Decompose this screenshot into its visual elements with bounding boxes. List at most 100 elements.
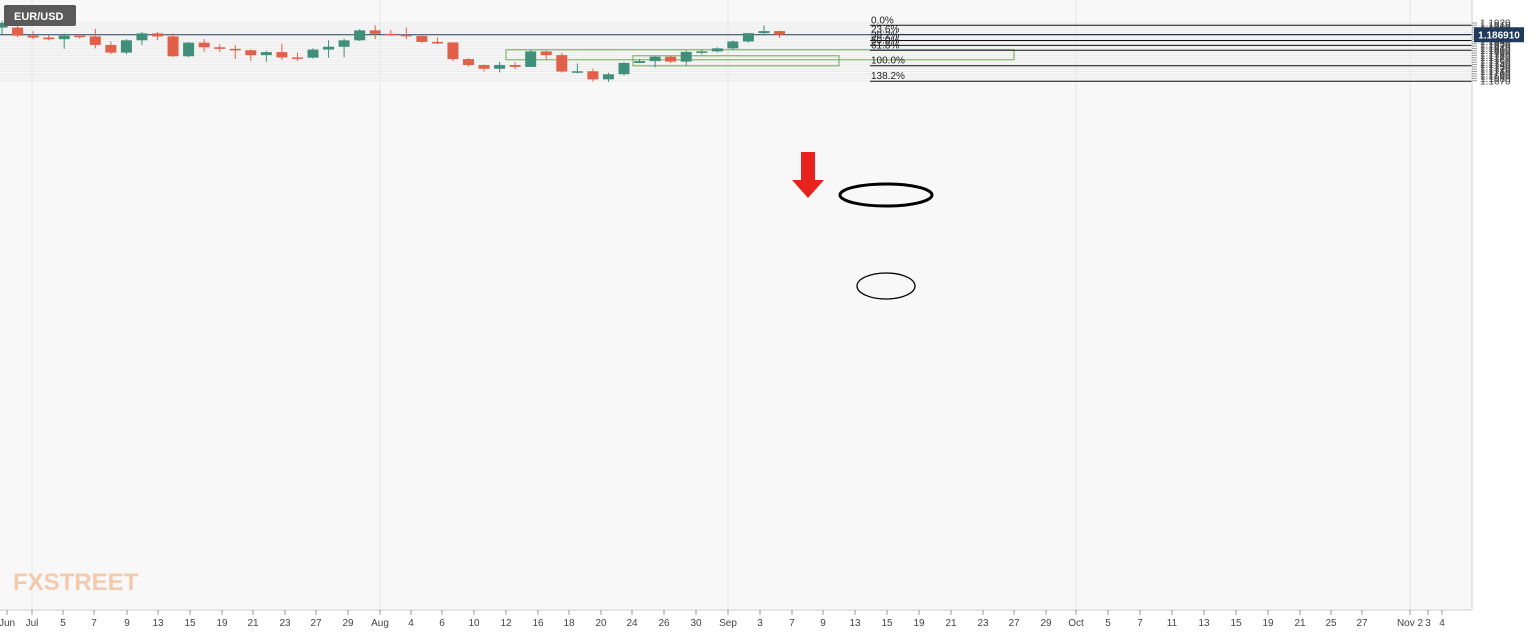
down-arrow-icon	[792, 152, 824, 198]
x-tick-label-18: 18	[563, 618, 575, 629]
candle-27	[416, 35, 428, 43]
y-tick-label-13: 1.1790	[1480, 49, 1511, 60]
candle-45	[696, 49, 708, 55]
candle-body-30	[463, 59, 474, 66]
x-tick-label-40: 19	[1262, 618, 1274, 629]
candle-body-10	[152, 33, 163, 37]
price-tag-label: 1.186910	[1478, 30, 1520, 41]
x-tick-label-9: 23	[279, 618, 291, 629]
candle-body-7	[105, 44, 117, 53]
y-tick-label-19: 1.1730	[1480, 62, 1511, 73]
x-tick-label-38: 13	[1198, 618, 1210, 629]
candle-36	[556, 52, 568, 73]
candle-2	[27, 31, 39, 40]
y-tick-label-23: 1.1690	[1480, 72, 1511, 83]
candle-47	[727, 40, 739, 51]
y-tick-label-1: 1.1910	[1480, 21, 1511, 32]
candle-body-6	[89, 36, 101, 45]
candle-43	[665, 55, 677, 64]
candle-39	[602, 72, 614, 82]
candle-body-19	[291, 57, 303, 59]
x-tick-label-22: 30	[690, 618, 702, 629]
price-tag: 1.186910	[1474, 27, 1524, 43]
x-tick-label-24: 3	[757, 618, 763, 629]
fib-label-0: 0.0%	[871, 15, 894, 26]
zones	[505, 49, 1015, 67]
x-tick-label-11: 29	[342, 618, 354, 629]
candle-body-32	[494, 65, 506, 69]
y-tick-label-10: 1.1820	[1480, 42, 1511, 53]
candle-body-1	[12, 27, 24, 36]
x-tick-label-2: 5	[60, 618, 66, 629]
candle-body-13	[198, 42, 210, 48]
y-tick-label-12: 1.1800	[1480, 46, 1511, 57]
x-tick-label-16: 12	[500, 618, 512, 629]
candle-37	[571, 63, 583, 74]
candle-body-11	[167, 36, 179, 57]
y-tick-label-24: 1.1680	[1480, 74, 1511, 85]
fib-label-6: 138.2%	[871, 71, 905, 82]
candle-body-15	[229, 48, 241, 51]
watermark-logo: FXSTREET	[13, 569, 139, 596]
plot-background	[0, 0, 1472, 610]
candle-22	[338, 38, 350, 58]
candle-46	[711, 47, 723, 53]
x-tick-label-5: 13	[152, 618, 164, 629]
x-tick-label-14: 6	[439, 618, 445, 629]
x-tick-label-7: 19	[216, 618, 228, 629]
x-tick-label-33: 29	[1040, 618, 1052, 629]
x-tick-label-0: Jun	[0, 618, 15, 629]
x-tick-label-37: 11	[1167, 618, 1178, 629]
x-tick-label-43: 27	[1356, 618, 1368, 629]
candle-body-43	[665, 56, 677, 62]
candle-body-24	[369, 30, 381, 34]
x-tick-label-12: Aug	[371, 618, 389, 629]
candle-body-38	[587, 71, 599, 80]
candle-body-2	[27, 35, 39, 38]
symbol-badge: EUR/USD	[4, 5, 76, 26]
x-tick-label-29: 19	[913, 618, 925, 629]
x-tick-label-32: 27	[1008, 618, 1020, 629]
x-tick-label-13: 4	[408, 618, 414, 629]
candle-48	[742, 32, 754, 43]
candle-body-49	[758, 31, 770, 34]
candle-body-47	[727, 41, 739, 49]
x-tick-label-23: Sep	[719, 618, 737, 629]
y-tick-label-14: 1.1780	[1480, 51, 1511, 62]
fib-levels: 0.0%23.6%38.2%50.0%61.8% 100.0% 138.2%	[870, 15, 1472, 82]
x-tick-label-34: Oct	[1068, 618, 1084, 629]
x-axis: Jun Jul 5 7 9 13 15 19 21 23 27 29 Aug 4 6 10 12 16 18 20 24…	[0, 610, 1445, 629]
candle-24	[369, 25, 381, 40]
symbol-badge-box	[4, 5, 76, 26]
candle-31	[478, 64, 490, 72]
candle-6	[89, 28, 101, 49]
candle-body-40	[618, 62, 630, 75]
candle-32	[494, 61, 506, 73]
x-tick-label-21: 26	[658, 618, 670, 629]
candle-49	[758, 25, 770, 36]
x-tick-label-31: 23	[977, 618, 989, 629]
fib-label-1: 23.6%	[871, 25, 899, 36]
y-tick-label-15: 1.1770	[1480, 53, 1511, 64]
candle-body-21	[323, 46, 335, 50]
candle-body-3	[43, 37, 55, 40]
candle-5	[74, 34, 86, 39]
candle-body-48	[742, 33, 754, 42]
candle-20	[307, 48, 319, 59]
candle-35	[540, 50, 552, 60]
candle-30	[463, 58, 474, 67]
candle-body-37	[571, 71, 583, 73]
x-tick-label-17: 16	[532, 618, 544, 629]
candle-13	[198, 39, 210, 52]
x-tick-label-19: 20	[595, 618, 607, 629]
candle-38	[587, 68, 599, 82]
candle-body-27	[416, 35, 428, 42]
candle-23	[354, 29, 366, 42]
candle-body-22	[338, 40, 350, 47]
candle-body-23	[354, 30, 366, 41]
x-tick-label-27: 13	[849, 618, 861, 629]
candle-body-36	[556, 55, 568, 72]
x-tick-label-20: 24	[626, 618, 638, 629]
x-tick-label-42: 25	[1325, 618, 1337, 629]
